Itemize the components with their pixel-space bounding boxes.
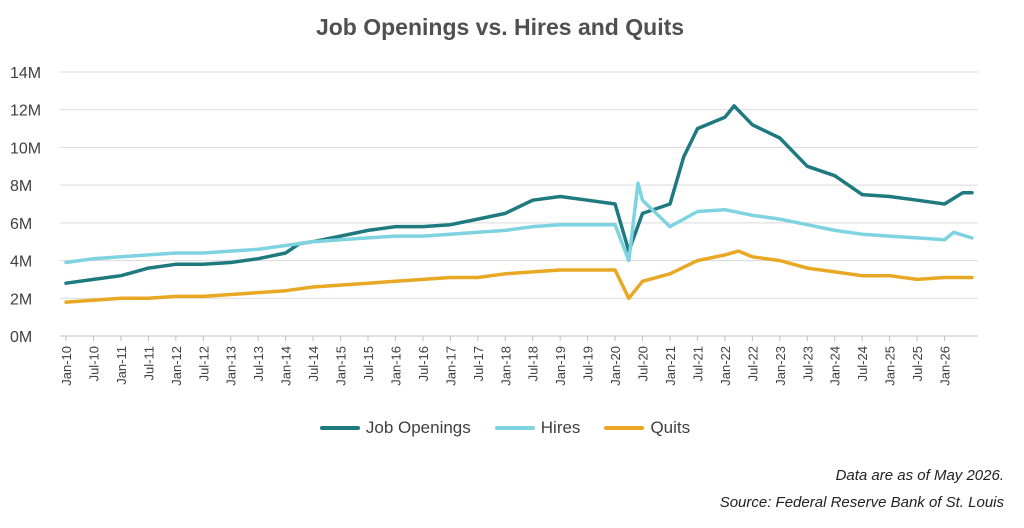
x-tick-label: Jul-25 (910, 346, 925, 381)
legend-swatch-quits (604, 426, 645, 430)
y-tick-label: 14M (10, 65, 41, 82)
x-tick-label: Jan-22 (718, 346, 733, 386)
y-tick-label: 6M (10, 216, 32, 233)
grid-lines (60, 71, 978, 337)
x-tick-label: Jul-16 (416, 346, 431, 381)
legend-item-hires: Hires (494, 418, 581, 438)
x-tick-label: Jul-24 (855, 346, 870, 381)
y-tick-label: 0M (10, 329, 32, 346)
x-tick-label: Jan-11 (114, 346, 129, 385)
x-tick-label: Jul-19 (581, 346, 596, 381)
x-tick-label: Jul-13 (251, 346, 266, 381)
legend-item-quits: Quits (604, 418, 690, 438)
x-tick-label: Jan-10 (59, 346, 74, 386)
x-tick-label: Jan-26 (938, 346, 953, 386)
data-date-note: Data are as of May 2026. (835, 467, 1004, 484)
series-lines (64, 104, 974, 304)
x-tick-label: Jul-20 (636, 346, 651, 381)
series-line-job-openings (64, 104, 974, 285)
series-line-quits (64, 249, 974, 304)
x-tick-label: Jul-18 (526, 346, 541, 381)
chart-title: Job Openings vs. Hires and Quits (315, 14, 685, 40)
legend-item-job-openings: Job Openings (319, 418, 471, 438)
x-tick-label: Jul-23 (800, 346, 815, 381)
legend-label-quits: Quits (650, 418, 691, 437)
x-tick-label: Jul-21 (690, 346, 705, 381)
x-tick-label: Jul-22 (745, 346, 760, 381)
x-tick-label: Jan-23 (773, 346, 788, 386)
x-tick-label: Jan-17 (443, 346, 458, 386)
x-tick-label: Jan-15 (334, 346, 349, 386)
y-tick-label: 2M (10, 291, 32, 308)
x-tick-label: Jul-10 (86, 346, 101, 381)
legend-label-hires: Hires (540, 418, 581, 437)
legend-swatch-hires (494, 426, 535, 430)
y-tick-label: 8M (10, 178, 32, 195)
x-tick-label: Jan-24 (828, 346, 843, 386)
x-tick-label: Jan-14 (279, 346, 294, 386)
source-note: Source: Federal Reserve Bank of St. Loui… (719, 494, 1004, 511)
y-tick-label: 12M (10, 103, 41, 120)
x-tick-label: Jan-20 (608, 346, 623, 386)
y-axis: 0M 2M 4M 6M 8M 10M 12M 14M (10, 65, 41, 346)
x-tick-label: Jan-19 (553, 346, 568, 386)
x-tick-label: Jan-12 (169, 346, 184, 386)
y-tick-label: 4M (10, 254, 32, 271)
line-chart: 0M 2M 4M 6M 8M 10M 12M 14M Jan-10 Jul-10 Jan-11 Ju… (10, 65, 978, 386)
x-tick-label: Jan-25 (883, 346, 898, 386)
series-line-hires (64, 181, 974, 265)
x-tick-label: Jul-17 (471, 346, 486, 381)
x-tick-label: Jan-16 (388, 346, 403, 386)
x-tick-label: Jul-12 (196, 346, 211, 381)
chart-legend: Job Openings Hires Quits (0, 418, 1010, 438)
x-tick-label: Jan-18 (498, 346, 513, 386)
x-axis: Jan-10 Jul-10 Jan-11 Jul-11 Jan-12 Jul-12 Jan-… (59, 336, 953, 386)
legend-label-job-openings: Job Openings (365, 418, 471, 437)
x-tick-label: Jan-21 (663, 346, 678, 386)
x-tick-label: Jul-11 (141, 346, 156, 380)
x-tick-label: Jul-15 (361, 346, 376, 381)
legend-swatch-job-openings (319, 426, 360, 430)
x-tick-label: Jul-14 (306, 346, 321, 381)
y-tick-label: 10M (10, 140, 41, 157)
x-tick-label: Jan-13 (224, 346, 239, 386)
